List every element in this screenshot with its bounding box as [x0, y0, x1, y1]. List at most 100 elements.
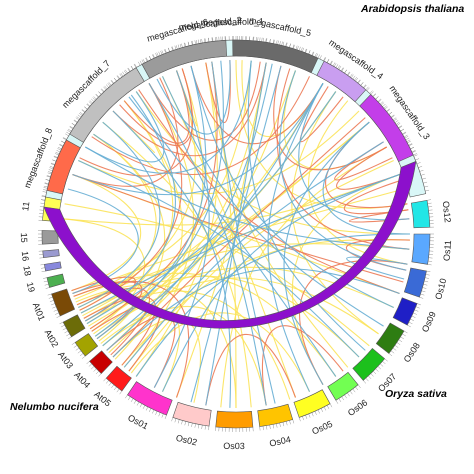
tick-megascaffold_7: [116, 75, 120, 80]
segment-label-Os05: Os05: [310, 419, 334, 437]
tick-megascaffold_1: [141, 59, 144, 64]
tick-Os08: [398, 339, 403, 342]
tick-At05: [108, 382, 112, 386]
tick-megascaffold_1: [285, 42, 287, 47]
tick-megascaffold_1: [415, 158, 420, 161]
tick-Os06: [335, 400, 339, 404]
tick-Os04: [269, 425, 271, 430]
tick-megascaffold_1: [55, 152, 60, 155]
tick-Os02: [181, 420, 183, 425]
tick-Os10: [424, 277, 429, 279]
tick-Os01: [155, 411, 158, 415]
tick-megascaffold_1: [69, 126, 74, 130]
link-blue-94: [135, 233, 411, 377]
tick-megascaffold_6: [142, 59, 146, 63]
tick-megascaffold_5: [311, 51, 314, 56]
tick-Os06: [352, 388, 356, 393]
species-label-nelumbo: Nelumbo nucifera: [10, 401, 99, 413]
tick-megascaffold_1: [164, 49, 167, 54]
tick-At03: [73, 345, 78, 348]
tick-megascaffold_4: [338, 65, 342, 70]
tick-megascaffold_1: [67, 130, 71, 133]
tick-Os05: [298, 417, 301, 422]
tick-megascaffold_1: [404, 136, 409, 139]
tick-megascaffold_1: [315, 53, 318, 58]
tick-Os10: [425, 274, 430, 276]
tick-megascaffold_1: [107, 83, 111, 87]
tick-megascaffold_1: [156, 52, 159, 57]
tick-Os09: [415, 306, 420, 309]
tick-megascaffold_1: [42, 191, 47, 193]
tick-Os07: [375, 368, 379, 372]
tick-megascaffold_7: [122, 71, 125, 76]
tick-Os07: [363, 380, 367, 384]
tick-Os06: [347, 392, 350, 397]
tick-megascaffold_1: [41, 195, 46, 197]
tick-megascaffold_5: [262, 37, 264, 42]
tick-megascaffold_1: [419, 170, 424, 172]
tick-megascaffold_3: [402, 131, 406, 135]
tick-Os12: [427, 202, 432, 204]
segment-Os01: [127, 381, 173, 416]
tick-megascaffold_1: [101, 88, 105, 92]
tick-Os08: [400, 336, 405, 340]
tick-megascaffold_1: [334, 63, 337, 67]
link-yellow-24: [94, 277, 379, 337]
tick-megascaffold_1: [110, 80, 114, 84]
segment-label-19: 19: [25, 281, 37, 293]
tick-Os07: [380, 363, 384, 367]
link-blue-105: [85, 146, 410, 250]
link-blue-108: [148, 83, 267, 406]
tick-megascaffold_6: [198, 39, 200, 44]
tick-At02: [59, 321, 64, 325]
tick-megascaffold_1: [273, 39, 275, 44]
link-blue-110: [78, 160, 360, 358]
tick-megascaffold_8: [43, 189, 48, 191]
tick-Os12: [428, 206, 433, 208]
tick-megascaffold_7: [77, 114, 82, 118]
tick-At04: [93, 368, 97, 372]
tick-Os07: [382, 361, 386, 365]
tick-megascaffold_6: [191, 41, 193, 46]
tick-megascaffold_7: [79, 111, 84, 115]
segment-label-At04: At04: [72, 370, 92, 390]
segment-19: [46, 273, 66, 288]
tick-megascaffold_1: [422, 177, 426, 180]
species-label-arabidopsis: Arabidopsis thaliana: [360, 3, 464, 15]
tick-megascaffold_8: [47, 172, 52, 175]
link-blue-88: [123, 141, 384, 368]
segment-label-Os01: Os01: [126, 413, 150, 432]
tick-megascaffold_1: [57, 148, 62, 151]
tick-megascaffold_1: [59, 144, 63, 147]
link-blue-107: [205, 62, 267, 406]
link-blue-117: [72, 83, 324, 196]
tick-At01: [56, 315, 61, 318]
tick-megascaffold_1: [160, 50, 163, 55]
tick-megascaffold_8: [46, 175, 51, 178]
tick-megascaffold_7: [91, 98, 95, 102]
segment-Os03: [215, 410, 254, 429]
tick-marks: [38, 36, 434, 432]
tick-19: [44, 284, 49, 286]
tick-Os04: [279, 422, 281, 427]
tick-18: [40, 264, 45, 266]
tick-Os09: [410, 318, 415, 321]
segment-label-Os11: Os11: [441, 240, 453, 262]
tick-At04: [86, 361, 90, 365]
tick-18: [40, 267, 45, 269]
tick-Os02: [191, 422, 193, 427]
tick-At03: [75, 347, 80, 351]
tick-megascaffold_7: [95, 93, 99, 97]
tick-megascaffold_1: [366, 87, 370, 91]
tick-Os08: [388, 353, 393, 357]
segment-label-Os04: Os04: [269, 434, 292, 448]
tick-megascaffold_1: [340, 67, 344, 72]
tick-Os09: [414, 309, 419, 312]
tick-Os06: [338, 398, 342, 403]
tick-megascaffold_1: [48, 171, 52, 173]
species-label-oryza: Oryza sativa: [385, 388, 447, 400]
tick-Os02: [208, 426, 210, 431]
tick-megascaffold_1: [393, 118, 398, 122]
tick-megascaffold_5: [308, 50, 311, 55]
tick-megascaffold_8: [49, 166, 54, 168]
